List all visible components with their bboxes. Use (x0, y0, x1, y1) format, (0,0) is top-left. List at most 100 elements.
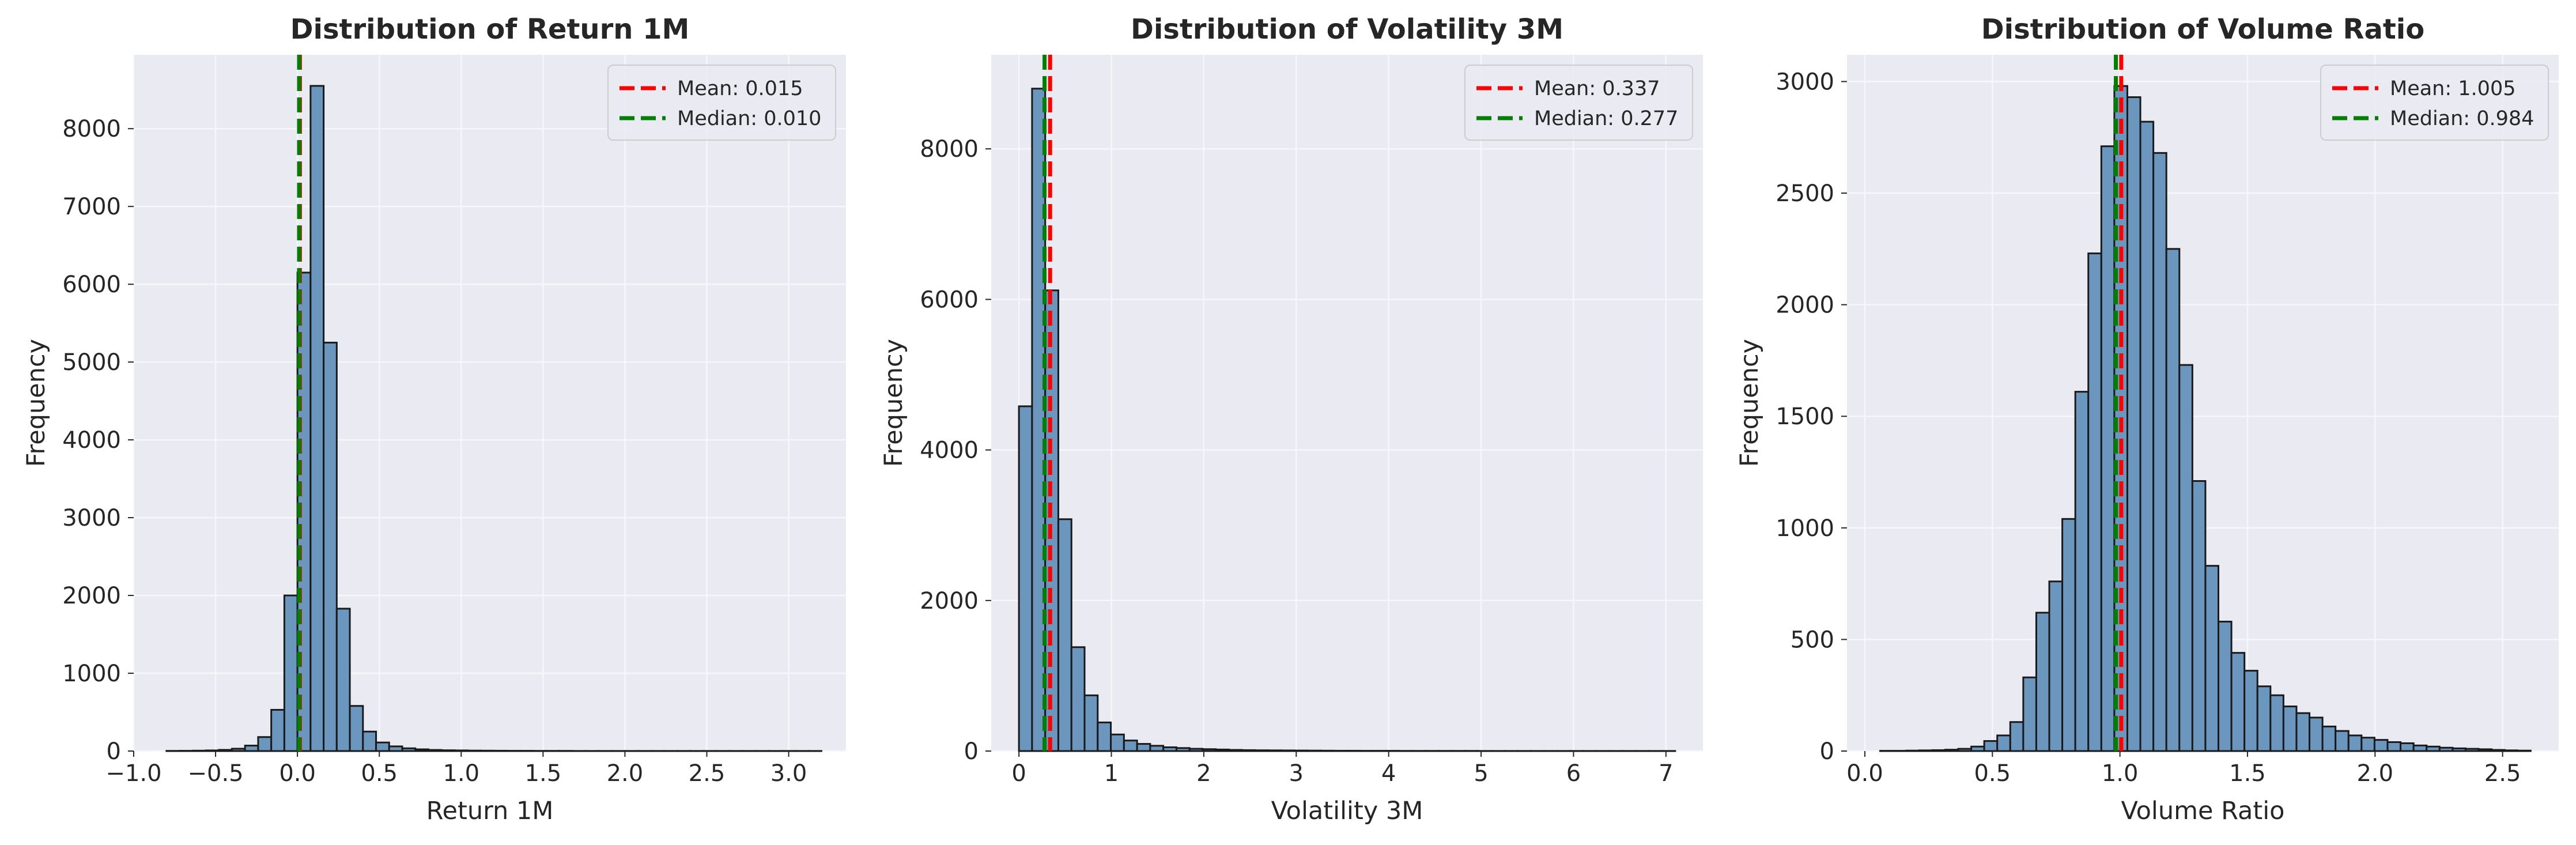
histogram-bar (2400, 742, 2415, 752)
x-tick-label: 1.0 (443, 760, 479, 787)
histogram-bar (2503, 749, 2519, 752)
histogram-bar (2517, 749, 2532, 752)
median-legend-label: Median: 0.984 (2390, 107, 2534, 130)
x-axis-label: Return 1M (426, 797, 554, 825)
y-tick-label: 4000 (920, 437, 979, 464)
histogram-bar (1281, 749, 1295, 752)
y-tick-label: 0 (107, 738, 121, 765)
histogram-bar (1333, 749, 1348, 752)
chart-title: Distribution of Volume Ratio (1981, 13, 2424, 46)
histogram-bar (2178, 364, 2193, 752)
histogram-bar (283, 594, 299, 752)
histogram-bar (1149, 745, 1165, 752)
y-tick-label: 5000 (62, 349, 121, 376)
histogram-bar (244, 745, 259, 752)
histogram-bar (1931, 749, 1946, 752)
histogram-bar (323, 341, 338, 752)
x-tick-label: 6 (1566, 760, 1581, 787)
x-tick-label: 7 (1659, 760, 1673, 787)
y-tick-label: 1000 (1776, 515, 1834, 542)
histogram-bar (1175, 747, 1191, 752)
histogram-bar (1202, 748, 1217, 752)
histogram-bar (2309, 716, 2324, 752)
histogram-bar (2347, 734, 2363, 752)
histogram-bar (1970, 745, 1985, 752)
x-tick-label: −1.0 (105, 760, 161, 787)
histogram-bar (1228, 749, 1243, 752)
histogram-bar (2282, 706, 2298, 752)
histogram-bar (2061, 518, 2076, 752)
histogram-bar (479, 749, 495, 752)
histogram-bar (2152, 152, 2167, 752)
chart-panel-2: 0 1 2 3 4 5 6 7 0 2000 4000 6000 8000 Distribution of… (879, 13, 1703, 825)
plot-area (134, 55, 846, 751)
chart-title: Distribution of Return 1M (290, 13, 690, 46)
histogram-bar (1996, 734, 2011, 752)
y-tick-label: 2000 (62, 583, 121, 609)
histogram-bar (388, 745, 403, 752)
histogram-bar (2035, 612, 2050, 752)
histogram-bar (2269, 694, 2284, 752)
legend: Mean: 0.015 Median: 0.010 (607, 65, 836, 141)
x-tick-label: 0.5 (1974, 760, 2011, 787)
histogram-bar (1188, 748, 1204, 752)
histogram-bar (1346, 749, 1361, 752)
plot-area (991, 55, 1703, 751)
histogram-bar (1306, 749, 1322, 752)
y-tick-label: 3000 (62, 505, 121, 531)
histogram-bar (2426, 745, 2441, 752)
x-tick-label: 4 (1381, 760, 1396, 787)
histogram-bar (257, 736, 273, 752)
mean-legend-label: Mean: 0.337 (1534, 77, 1660, 100)
x-axis-label: Volatility 3M (1271, 797, 1423, 825)
histogram-bar (2204, 565, 2220, 752)
histogram-bar (1083, 694, 1099, 752)
x-tick-label: 2.5 (2484, 760, 2521, 787)
x-tick-label: 1.0 (2102, 760, 2139, 787)
histogram-bar (2412, 744, 2428, 752)
histogram-bar (2295, 712, 2311, 752)
x-tick-label: 2.5 (689, 760, 726, 787)
histogram-bar (270, 708, 285, 752)
histogram-bar (2218, 620, 2233, 752)
x-tick-label: 0.0 (279, 760, 316, 787)
histogram-bar (1070, 646, 1086, 752)
mean-legend-label: Mean: 1.005 (2390, 77, 2515, 100)
histogram-bar (1905, 749, 1920, 752)
histogram-bar (375, 741, 390, 752)
x-tick-label: 2 (1196, 760, 1211, 787)
y-tick-label: 6000 (920, 286, 979, 313)
histogram-bar (218, 749, 233, 752)
x-tick-label: 2.0 (2356, 760, 2393, 787)
histogram-bar (2373, 739, 2389, 752)
y-tick-label: 0 (1820, 738, 1834, 765)
histogram-bar (2438, 746, 2454, 752)
histogram-bar (2335, 730, 2350, 752)
histogram-bar (1215, 748, 1230, 752)
y-axis-label: Frequency (1735, 339, 1764, 467)
legend-box (607, 65, 836, 141)
mean-legend-label: Mean: 0.015 (677, 77, 803, 100)
chart-title: Distribution of Volatility 3M (1131, 13, 1563, 46)
histogram-bar (1944, 749, 1959, 752)
x-tick-label: −0.5 (187, 760, 243, 787)
y-tick-label: 2000 (1776, 292, 1834, 319)
y-tick-label: 0 (964, 738, 979, 765)
x-tick-label: 1 (1104, 760, 1119, 787)
histogram-bar (309, 85, 325, 752)
legend: Mean: 1.005 Median: 0.984 (2320, 65, 2549, 141)
x-tick-label: 1.5 (2229, 760, 2266, 787)
histogram-bar (1957, 748, 1973, 752)
chart-panel-1: −1.0 −0.5 0.0 0.5 1.0 1.5 2.0 2.5 3.0 0 1000 2000 30… (22, 13, 846, 825)
histogram-bar (1254, 749, 1270, 752)
histogram-bar (1136, 743, 1151, 752)
y-tick-label: 1000 (62, 661, 121, 687)
histogram-bar (349, 705, 364, 752)
histogram-bar (1241, 749, 1256, 752)
histogram-bar (2126, 96, 2141, 752)
x-tick-label: 0.5 (361, 760, 398, 787)
x-tick-label: 1.5 (525, 760, 562, 787)
x-tick-label: 0 (1011, 760, 1026, 787)
y-tick-label: 2500 (1776, 180, 1834, 207)
